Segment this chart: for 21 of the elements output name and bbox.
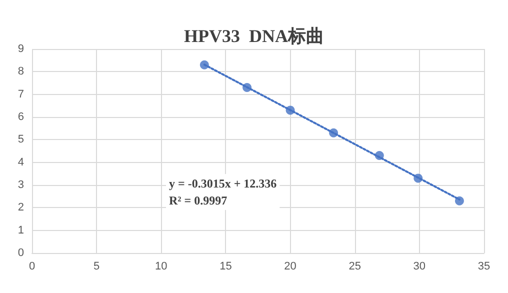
chart-title: HPV33 DNA标曲 [184,26,324,46]
y-tick-label: 2 [18,202,24,214]
y-tick-label: 1 [18,224,24,236]
x-tick-label: 25 [348,260,361,272]
x-tick-label: 0 [28,260,36,272]
x-tick-label: 10 [155,260,168,272]
y-tick-label: 6 [18,111,24,123]
annotation: R² = 0.9997 [169,194,228,208]
y-tick-label: 5 [18,134,24,146]
y-tick-label: 0 [18,247,24,259]
y-tick-label: 4 [18,156,24,168]
x-tick-label: 20 [284,260,296,272]
y-tick-label: 3 [18,179,24,191]
y-tick-label: 9 [18,43,24,55]
x-tick-label: 15 [220,260,232,272]
x-tick-label: 35 [478,260,490,272]
x-tick-label: 30 [413,260,426,272]
annotation: y = -0.3015x + 12.336 [169,176,277,190]
x-tick-label: 5 [94,260,100,272]
y-tick-label: 7 [18,88,24,100]
y-tick-label: 8 [18,66,24,78]
